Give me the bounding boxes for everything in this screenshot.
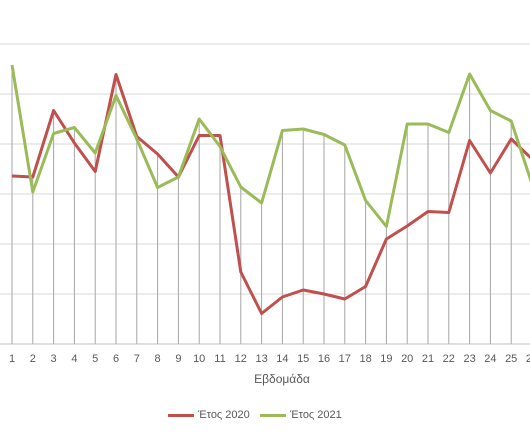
legend-label-2020: Έτος 2020: [198, 409, 250, 421]
x-tick-label: 6: [113, 353, 119, 365]
x-tick-label: 20: [401, 353, 413, 365]
x-tick-label: 24: [484, 353, 496, 365]
legend-label-2021: Έτος 2021: [290, 409, 342, 421]
x-tick-label: 21: [422, 353, 434, 365]
x-tick-label: 17: [339, 353, 351, 365]
line-chart: 1 2 3 4 5 6 7 8 9 10 11 12 13 14 15 16 17 18 19 20 21 22 23 24 2…: [0, 43, 530, 386]
x-tick-label: 18: [359, 353, 371, 365]
x-tick-label: 26: [526, 353, 530, 365]
x-tick-label: 3: [51, 353, 57, 365]
x-tick-label: 12: [235, 353, 247, 365]
x-tick-label: 23: [463, 353, 475, 365]
x-tick-label: 25: [505, 353, 517, 365]
series-line-2021: [10, 64, 530, 228]
x-tick-label: 19: [380, 353, 392, 365]
x-tick-label: 16: [318, 353, 330, 365]
x-tick-label: 2: [30, 353, 36, 365]
x-tick-label: 1: [9, 353, 15, 365]
legend-item-2020: Έτος 2020: [168, 406, 250, 424]
series-lines: [10, 64, 530, 315]
x-tick-label: 15: [297, 353, 309, 365]
x-tick-label: 7: [134, 353, 140, 365]
x-tick-label: 5: [92, 353, 98, 365]
x-tick-label: 10: [193, 353, 205, 365]
x-tick-label: 14: [276, 353, 288, 365]
legend: Έτος 2020 Έτος 2021: [0, 406, 530, 424]
x-tick-label: 4: [71, 353, 77, 365]
legend-swatch-2021: [260, 413, 286, 417]
x-tick-label: 8: [155, 353, 161, 365]
x-axis-label: Εβδομάδα: [254, 372, 310, 386]
x-tick-label: 22: [443, 353, 455, 365]
x-tick-label: 9: [175, 353, 181, 365]
week-drop-lines: [11, 65, 512, 344]
x-tick-label: 11: [214, 353, 225, 365]
legend-swatch-2020: [168, 413, 194, 417]
x-tick-label: 13: [255, 353, 267, 365]
x-tick-labels: 1 2 3 4 5 6 7 8 9 10 11 12 13 14 15 16 17 18 19 20 21 22 23 24 2…: [9, 353, 530, 365]
series-line-2020: [11, 73, 530, 315]
legend-item-2021: Έτος 2021: [260, 406, 342, 424]
